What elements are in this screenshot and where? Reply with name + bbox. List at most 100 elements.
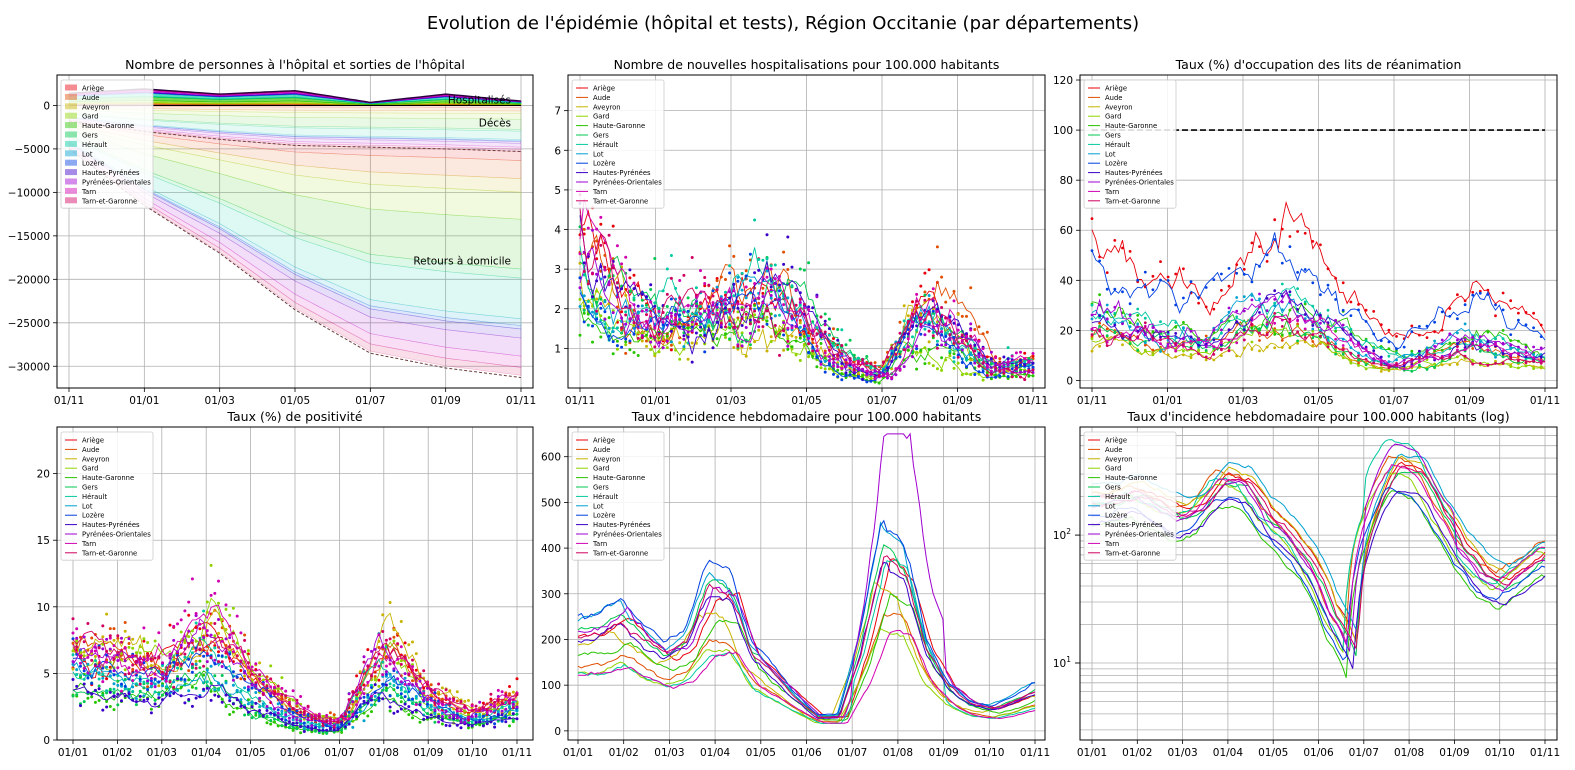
data-point (254, 701, 258, 705)
data-point (1121, 290, 1124, 294)
data-point (86, 690, 90, 694)
data-point (890, 360, 894, 363)
data-point (865, 380, 869, 384)
data-point (157, 631, 161, 635)
data-point (138, 656, 142, 660)
y-tick-label: 120 (1053, 75, 1073, 87)
data-point (599, 222, 603, 226)
x-tick-label: 01/01 (58, 747, 88, 759)
data-point (384, 638, 388, 642)
data-point (187, 641, 191, 645)
data-point (448, 689, 452, 693)
data-point (977, 339, 981, 343)
data-point (902, 365, 906, 369)
data-point (665, 334, 669, 338)
data-point (649, 340, 653, 344)
data-point (1174, 349, 1178, 353)
data-point (948, 338, 952, 342)
data-point (1143, 321, 1147, 325)
data-point (931, 331, 935, 334)
annotation-retours: Retours à domicile (413, 256, 511, 268)
data-point (682, 325, 686, 329)
x-tick-label: 01/11 (1018, 395, 1048, 407)
data-point (1235, 320, 1239, 324)
data-point (898, 320, 902, 324)
data-point (168, 680, 172, 684)
data-point (71, 667, 75, 671)
data-point (790, 345, 794, 349)
data-point (205, 652, 209, 656)
data-point (1280, 333, 1284, 337)
data-point (778, 289, 781, 293)
data-point (778, 313, 781, 317)
data-point (1006, 346, 1010, 350)
data-point (284, 725, 288, 729)
data-point (690, 320, 694, 324)
data-point (890, 346, 894, 350)
data-point (1105, 310, 1109, 314)
data-point (82, 666, 86, 670)
data-point (1539, 355, 1543, 359)
data-point (923, 293, 927, 297)
data-point (403, 695, 407, 699)
data-point (1478, 362, 1482, 365)
data-point (362, 660, 366, 664)
data-point (636, 310, 640, 314)
data-point (678, 296, 682, 300)
data-point (1440, 363, 1444, 367)
data-point (669, 297, 673, 301)
data-point (686, 335, 690, 339)
data-point (161, 684, 164, 688)
y-tick-label: −25000 (8, 318, 50, 330)
series-line (72, 650, 518, 729)
data-point (1166, 279, 1170, 282)
data-point (373, 694, 377, 698)
data-point (123, 646, 127, 650)
data-point (220, 654, 224, 658)
data-point (1410, 369, 1414, 373)
x-tick-label: 01/06 (280, 747, 311, 759)
data-point (935, 310, 939, 313)
data-point (440, 686, 444, 690)
data-point (1486, 330, 1490, 334)
data-point (213, 646, 217, 650)
series-line (72, 604, 518, 721)
x-tick-label: 01/04 (191, 747, 222, 759)
data-point (336, 718, 340, 721)
legend-label: Lot (1105, 150, 1116, 158)
data-point (1273, 301, 1277, 305)
data-point (112, 627, 116, 631)
data-point (243, 671, 247, 675)
data-point (832, 364, 835, 368)
data-point (284, 718, 288, 722)
data-point (1105, 287, 1109, 291)
data-point (586, 323, 590, 327)
data-point (176, 688, 179, 692)
data-point (496, 698, 500, 702)
data-point (823, 370, 827, 374)
data-point (948, 354, 952, 358)
data-point (607, 233, 611, 237)
data-point (287, 720, 291, 724)
data-point (265, 714, 269, 718)
data-point (194, 621, 198, 625)
data-point (381, 697, 385, 701)
data-point (769, 294, 773, 297)
data-point (388, 601, 392, 604)
data-point (1296, 322, 1299, 326)
data-point (317, 715, 321, 719)
data-point (366, 648, 370, 652)
data-point (437, 714, 441, 718)
data-point (591, 228, 594, 232)
data-point (711, 301, 715, 305)
data-point (112, 691, 116, 695)
data-point (370, 694, 373, 698)
data-point (1113, 239, 1117, 242)
data-point (384, 689, 388, 692)
data-point (1288, 317, 1292, 321)
data-point (399, 680, 403, 684)
data-point (1136, 278, 1140, 282)
data-point (915, 350, 919, 354)
data-point (952, 321, 956, 325)
data-point (1121, 322, 1124, 326)
